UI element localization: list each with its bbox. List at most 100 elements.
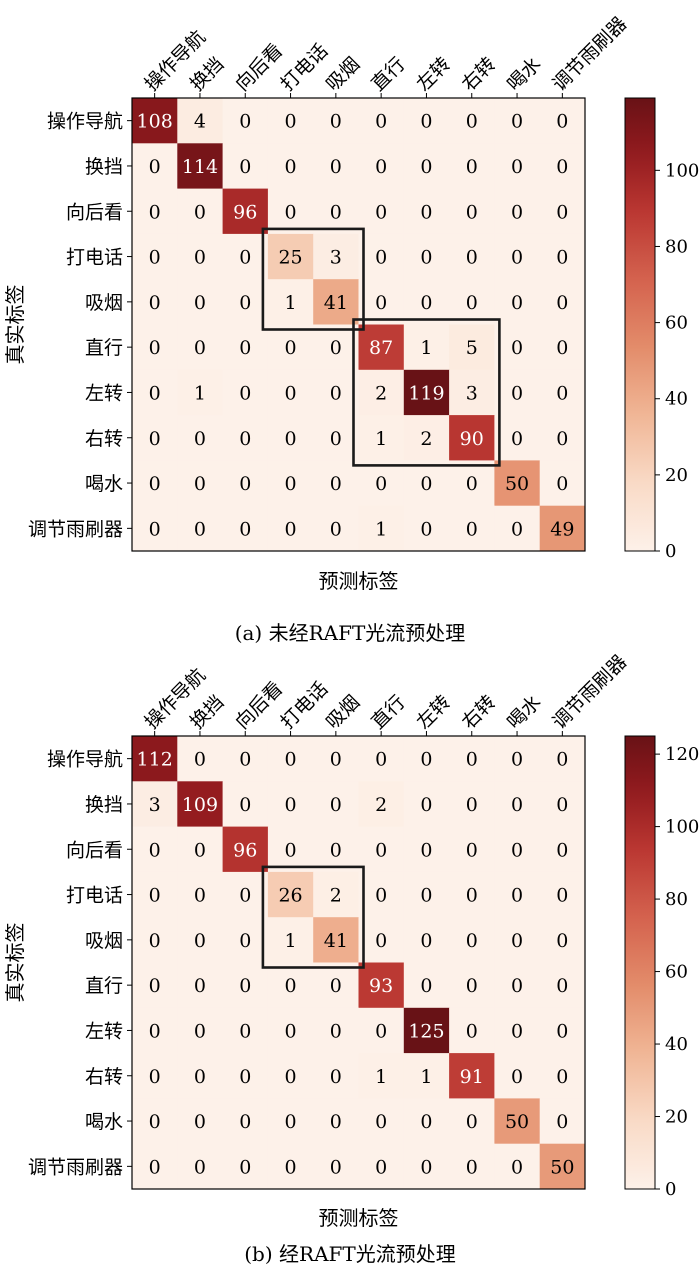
heatmap-cell [449, 826, 495, 873]
cell-value: 0 [466, 1156, 478, 1178]
cell-value: 0 [285, 473, 297, 495]
cell-value: 0 [556, 473, 568, 495]
x-tick-label: 左转 [412, 53, 454, 95]
heatmap-cell [222, 1007, 269, 1054]
heatmap-cell [449, 415, 495, 461]
cell-value: 0 [466, 975, 478, 997]
cell-value: 0 [285, 975, 297, 997]
heatmap-cell [132, 1098, 178, 1145]
heatmap-cell [267, 1007, 314, 1054]
heatmap-cell [539, 98, 586, 144]
heatmap-cell [177, 460, 223, 507]
cell-value: 0 [330, 1066, 342, 1088]
cell-value: 0 [330, 473, 342, 495]
cell-value: 0 [556, 292, 568, 314]
heatmap-cell [539, 233, 586, 280]
heatmap-cell [494, 826, 541, 873]
figure-caption: (a) 未经RAFT光流预处理 [235, 621, 466, 645]
heatmap-cell [177, 143, 223, 189]
heatmap-cell [539, 917, 586, 963]
x-tick-label: 吸烟 [322, 691, 364, 733]
cell-value: 0 [511, 156, 523, 178]
heatmap-cell [403, 736, 450, 782]
cell-value: 0 [285, 337, 297, 359]
heatmap-cell [267, 1143, 314, 1190]
heatmap-cell [313, 505, 359, 552]
cell-value: 0 [420, 292, 432, 314]
cell-value: 0 [285, 382, 297, 404]
heatmap-cell [267, 324, 314, 371]
heatmap-cell [539, 415, 586, 461]
y-tick-label: 向后看 [66, 839, 123, 861]
heatmap-cell [313, 1098, 359, 1145]
heatmap-cell [539, 505, 586, 552]
heatmap-cell [358, 460, 405, 507]
x-tick-label: 喝水 [503, 53, 545, 95]
cell-value: 1 [420, 337, 432, 359]
cell-value: 0 [420, 749, 432, 771]
heatmap-cell [358, 143, 405, 189]
heatmap-cell [267, 460, 314, 507]
cell-value: 0 [375, 292, 387, 314]
cell-value: 0 [330, 975, 342, 997]
heatmap-cell [358, 233, 405, 280]
heatmap-cell [494, 962, 541, 1009]
heatmap-cell [267, 826, 314, 873]
cell-value: 0 [556, 382, 568, 404]
cell-value: 0 [285, 201, 297, 223]
heatmap-cell [222, 98, 269, 144]
heatmap-cell [494, 1053, 541, 1099]
cell-value: 0 [511, 382, 523, 404]
y-tick-label: 吸烟 [85, 930, 123, 952]
plot-frame [131, 97, 586, 552]
cell-value: 0 [330, 428, 342, 450]
heatmap-cell [132, 1143, 178, 1190]
cell-value: 0 [466, 930, 478, 952]
heatmap-cell [494, 324, 541, 371]
cell-value: 0 [194, 473, 206, 495]
heatmap-cell [313, 233, 359, 280]
colorbar-tick-label: 0 [665, 541, 676, 562]
cell-value: 0 [556, 1066, 568, 1088]
heatmap-cell [177, 1053, 223, 1099]
cell-value: 0 [194, 247, 206, 269]
x-tick-label: 喝水 [503, 691, 545, 733]
cell-value: 91 [460, 1066, 484, 1088]
cell-value: 0 [149, 247, 161, 269]
cell-value: 0 [149, 975, 161, 997]
highlight-box [352, 318, 501, 467]
cell-value: 0 [149, 839, 161, 861]
highlight-box [261, 865, 365, 969]
heatmap-cell [222, 324, 269, 371]
heatmap-cell [449, 1098, 495, 1145]
cell-value: 1 [375, 1066, 387, 1088]
heatmap-cell [177, 871, 223, 918]
cell-value: 0 [556, 930, 568, 952]
heatmap-cell [132, 962, 178, 1009]
y-tick-label: 换挡 [85, 156, 123, 178]
heatmap-cell [177, 962, 223, 1009]
y-tick-label: 直行 [85, 337, 123, 359]
heatmap-cell [403, 415, 450, 461]
cell-value: 25 [278, 247, 302, 269]
cell-value: 0 [239, 518, 251, 540]
heatmap-cell [358, 1143, 405, 1190]
x-tick-label: 直行 [367, 691, 409, 733]
cell-value: 0 [466, 292, 478, 314]
heatmap-cell [539, 143, 586, 189]
heatmap-cell [132, 279, 178, 325]
heatmap-cell [358, 871, 405, 918]
heatmap-cell [494, 1098, 541, 1145]
cell-value: 0 [556, 156, 568, 178]
cell-value: 41 [324, 930, 348, 952]
heatmap-cell [222, 781, 269, 827]
heatmap-cell [358, 279, 405, 325]
cell-value: 0 [556, 1111, 568, 1133]
x-tick-label: 换挡 [186, 691, 228, 733]
cell-value: 0 [149, 337, 161, 359]
cell-value: 1 [285, 930, 297, 952]
cell-value: 1 [375, 518, 387, 540]
cell-value: 0 [149, 1066, 161, 1088]
cell-value: 0 [194, 975, 206, 997]
cell-value: 0 [239, 337, 251, 359]
